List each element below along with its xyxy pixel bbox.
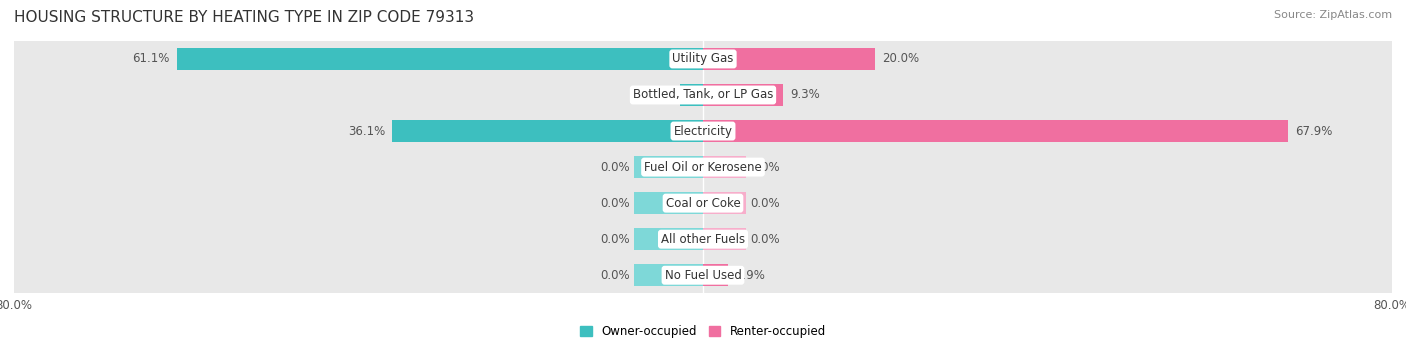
Text: 0.0%: 0.0%	[600, 233, 630, 246]
Bar	[14, 41, 1392, 77]
Text: All other Fuels: All other Fuels	[661, 233, 745, 246]
Text: No Fuel Used: No Fuel Used	[665, 269, 741, 282]
Text: 2.9%: 2.9%	[735, 269, 765, 282]
Text: Fuel Oil or Kerosene: Fuel Oil or Kerosene	[644, 161, 762, 174]
Bar	[703, 228, 747, 250]
Text: Source: ZipAtlas.com: Source: ZipAtlas.com	[1274, 10, 1392, 20]
Text: 0.0%: 0.0%	[600, 269, 630, 282]
Bar	[14, 185, 1392, 221]
Text: 61.1%: 61.1%	[132, 53, 170, 65]
Text: Utility Gas: Utility Gas	[672, 53, 734, 65]
Bar	[703, 48, 875, 70]
Text: 2.7%: 2.7%	[643, 89, 673, 102]
Bar	[703, 156, 747, 178]
Text: Bottled, Tank, or LP Gas: Bottled, Tank, or LP Gas	[633, 89, 773, 102]
Text: 0.0%: 0.0%	[751, 161, 780, 174]
Bar	[634, 228, 703, 250]
Text: 0.0%: 0.0%	[600, 161, 630, 174]
Bar	[14, 149, 1392, 185]
Text: 20.0%: 20.0%	[882, 53, 920, 65]
Bar	[14, 257, 1392, 293]
Bar	[14, 77, 1392, 113]
Bar	[177, 48, 703, 70]
Text: 0.0%: 0.0%	[751, 233, 780, 246]
Text: HOUSING STRUCTURE BY HEATING TYPE IN ZIP CODE 79313: HOUSING STRUCTURE BY HEATING TYPE IN ZIP…	[14, 10, 474, 25]
Text: 67.9%: 67.9%	[1295, 124, 1331, 137]
Text: 0.0%: 0.0%	[600, 197, 630, 210]
Bar	[634, 264, 703, 286]
Bar	[703, 264, 728, 286]
Bar	[14, 221, 1392, 257]
Text: Coal or Coke: Coal or Coke	[665, 197, 741, 210]
Bar	[634, 192, 703, 214]
Bar	[703, 84, 783, 106]
Bar	[703, 192, 747, 214]
Bar	[14, 113, 1392, 149]
Text: 36.1%: 36.1%	[347, 124, 385, 137]
Bar	[703, 120, 1288, 142]
Text: Electricity: Electricity	[673, 124, 733, 137]
Bar	[679, 84, 703, 106]
Bar	[392, 120, 703, 142]
Text: 0.0%: 0.0%	[751, 197, 780, 210]
Bar	[634, 156, 703, 178]
Text: 9.3%: 9.3%	[790, 89, 820, 102]
Legend: Owner-occupied, Renter-occupied: Owner-occupied, Renter-occupied	[575, 321, 831, 341]
